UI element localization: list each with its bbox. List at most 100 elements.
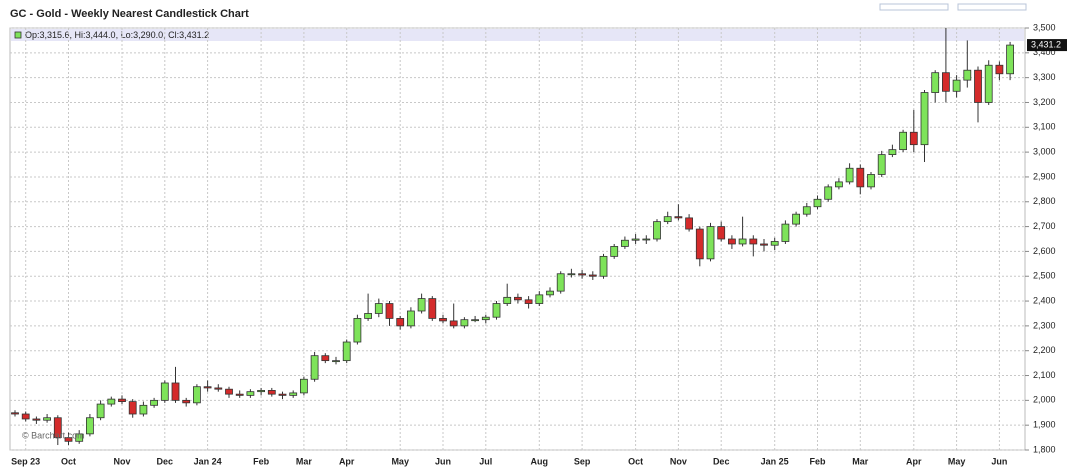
candle-body xyxy=(160,382,169,401)
candle-body xyxy=(909,131,918,146)
candle-body xyxy=(75,433,84,442)
candle-body xyxy=(471,319,480,322)
candle-body xyxy=(738,238,747,245)
candle-body xyxy=(235,393,244,396)
x-tick-label: May xyxy=(948,456,966,466)
candle-body xyxy=(332,360,340,363)
x-tick-label: Apr xyxy=(906,456,922,466)
x-tick-label: Jan 25 xyxy=(761,456,789,466)
x-tick-label: Oct xyxy=(628,456,643,466)
candle-body xyxy=(150,399,159,406)
y-tick-label: 3,200 xyxy=(1033,97,1056,107)
grid xyxy=(10,27,1025,451)
candle-body xyxy=(139,404,148,415)
x-tick-label: Dec xyxy=(157,456,174,466)
candle-body xyxy=(86,417,94,435)
chart-title: GC - Gold - Weekly Nearest Candlestick C… xyxy=(10,8,249,20)
candle-body xyxy=(96,403,105,419)
candle-body xyxy=(11,412,19,415)
candle-body xyxy=(610,246,619,257)
candle-body xyxy=(396,318,405,327)
y-tick-label: 1,900 xyxy=(1033,420,1056,430)
candle-body xyxy=(107,398,116,405)
x-tick-label: Jul xyxy=(479,456,492,466)
candle-body xyxy=(128,401,137,415)
candle-body xyxy=(546,290,554,296)
candle-body xyxy=(792,213,800,225)
x-tick-label: Oct xyxy=(61,456,76,466)
y-tick-label: 2,300 xyxy=(1033,320,1056,330)
candle-body xyxy=(877,154,886,175)
candle-body xyxy=(1006,44,1014,75)
y-tick-label: 3,400 xyxy=(1033,47,1056,57)
watermark: © Barchart.com xyxy=(22,430,85,440)
candle-body xyxy=(278,393,287,396)
candle-body xyxy=(631,238,640,241)
candle-body xyxy=(492,303,501,318)
candle-body xyxy=(813,198,822,208)
candle-body xyxy=(118,398,126,402)
candle-body xyxy=(257,390,266,393)
candle-body xyxy=(770,241,779,246)
candle-body xyxy=(460,319,469,327)
candle-body xyxy=(299,378,308,394)
x-tick-label: Feb xyxy=(253,456,270,466)
candle-body xyxy=(695,228,704,260)
y-tick-label: 2,000 xyxy=(1033,395,1056,405)
candle-body xyxy=(310,355,319,380)
x-tick-label: Mar xyxy=(852,456,869,466)
candle-body xyxy=(214,387,223,390)
y-tick-label: 3,500 xyxy=(1033,22,1056,32)
x-tick-label: Aug xyxy=(531,456,549,466)
candle-body xyxy=(899,131,907,151)
candle-body xyxy=(439,318,447,322)
toolbar-button[interactable] xyxy=(879,3,949,11)
candle-body xyxy=(984,64,993,103)
y-tick-label: 2,900 xyxy=(1033,171,1056,181)
candle-body xyxy=(717,226,726,240)
candle-body xyxy=(481,316,490,321)
candle-body xyxy=(621,239,629,247)
x-tick-label: Jan 24 xyxy=(194,456,222,466)
x-tick-label: Mar xyxy=(296,456,313,466)
candle-body xyxy=(802,206,811,215)
y-tick-label: 3,100 xyxy=(1033,122,1056,132)
candle-body xyxy=(353,318,362,343)
candle-body xyxy=(824,186,833,200)
candle-body xyxy=(192,386,201,404)
y-tick-label: 2,400 xyxy=(1033,295,1056,305)
x-tick-label: Nov xyxy=(670,456,687,466)
candle-body xyxy=(856,167,865,188)
candle-body xyxy=(835,181,843,188)
candle-body xyxy=(449,320,458,327)
candle-body xyxy=(674,216,683,219)
candle-body xyxy=(21,413,30,420)
candle-body xyxy=(556,273,565,292)
candle-body xyxy=(588,274,597,277)
candle-body xyxy=(952,79,961,92)
candle-body xyxy=(428,298,437,319)
candle-body xyxy=(321,355,330,362)
x-tick-label: Apr xyxy=(339,456,355,466)
candle-body xyxy=(182,399,191,404)
last-price-label: 3,431.2 xyxy=(1031,39,1061,49)
candle-body xyxy=(888,149,897,156)
toolbar-button[interactable] xyxy=(957,3,1027,11)
x-tick-label: Nov xyxy=(113,456,130,466)
candle-body xyxy=(64,437,73,442)
y-tick-label: 2,600 xyxy=(1033,246,1056,256)
candle-body xyxy=(653,221,661,240)
x-tick-label: Jun xyxy=(435,456,451,466)
candle-body xyxy=(578,273,586,276)
candle-body xyxy=(43,417,51,421)
candle-body xyxy=(246,391,255,396)
candle-body xyxy=(974,69,982,103)
x-tick-label: Dec xyxy=(713,456,730,466)
candle-body xyxy=(342,341,351,362)
legend-icon xyxy=(14,31,22,39)
candle-body xyxy=(749,238,758,245)
candle-body xyxy=(845,167,854,183)
candle-body xyxy=(728,238,736,245)
candle-body xyxy=(920,92,929,146)
